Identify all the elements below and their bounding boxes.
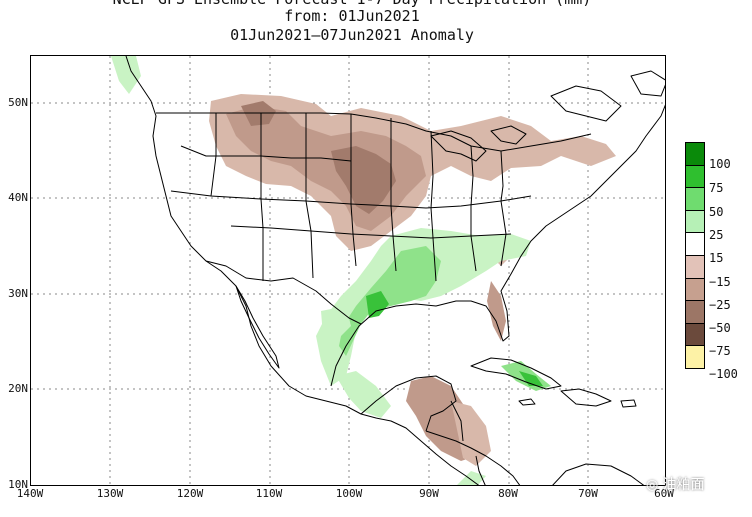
lon-label-130w: 130W: [96, 487, 124, 500]
legend-label-neg75: −75: [709, 344, 731, 358]
legend-label-50: 50: [709, 205, 724, 219]
legend-label-100: 100: [709, 157, 731, 171]
legend-label-neg50: −50: [709, 321, 731, 335]
lat-label-30n: 30N: [8, 287, 28, 300]
lon-label-90w: 90W: [419, 487, 439, 500]
legend-swatch-25: [685, 209, 705, 234]
legend-label-25: 25: [709, 228, 724, 242]
lat-label-20n: 20N: [8, 382, 28, 395]
lat-label-50n: 50N: [8, 96, 28, 109]
lon-label-140w: 140W: [16, 487, 44, 500]
legend-swatch-neg50: [685, 300, 705, 324]
map-panel: [30, 55, 666, 486]
lat-label-10n: 10N: [8, 478, 28, 491]
lon-label-100w: 100W: [335, 487, 363, 500]
legend-swatch-neg75: [685, 322, 705, 347]
watermark: ◎ 油粕面: [646, 474, 705, 494]
legend-label-15: 15: [709, 251, 724, 265]
legend-swatch-neg25: [685, 277, 705, 302]
legend-label-neg15: −15: [709, 275, 731, 289]
legend-swatch-neg15: [685, 254, 705, 279]
precipitation-anomaly-map: [31, 56, 665, 485]
legend-swatch-50: [685, 187, 705, 211]
map-subtitle-period: 01Jun2021–07Jun2021 Anomaly: [230, 26, 474, 44]
lon-label-60w: 60W: [654, 487, 674, 500]
legend-label-neg100: −100: [709, 367, 738, 381]
dry-anomaly-shading: [209, 94, 616, 466]
lon-label-110w: 110W: [255, 487, 283, 500]
watermark-text: 油粕面: [662, 477, 705, 493]
lon-label-120w: 120W: [176, 487, 204, 500]
legend-swatch-75: [685, 164, 705, 189]
wechat-icon: ◎: [646, 477, 663, 493]
lat-label-40n: 40N: [8, 191, 28, 204]
wet-anomaly-shading: [111, 56, 551, 485]
map-title: NCEP GFS Ensemble Forecast 1-7 Day Preci…: [0, 0, 704, 8]
legend-swatch-100: [685, 142, 705, 166]
color-legend: [685, 142, 705, 369]
legend-label-neg25: −25: [709, 298, 731, 312]
legend-swatch-neg100: [685, 345, 705, 369]
legend-swatch-15: [685, 232, 705, 256]
legend-label-75: 75: [709, 181, 724, 195]
map-subtitle-date: from: 01Jun2021: [284, 7, 420, 25]
coastlines-borders: [125, 56, 665, 485]
lon-label-80w: 80W: [498, 487, 518, 500]
lon-label-70w: 70W: [578, 487, 598, 500]
